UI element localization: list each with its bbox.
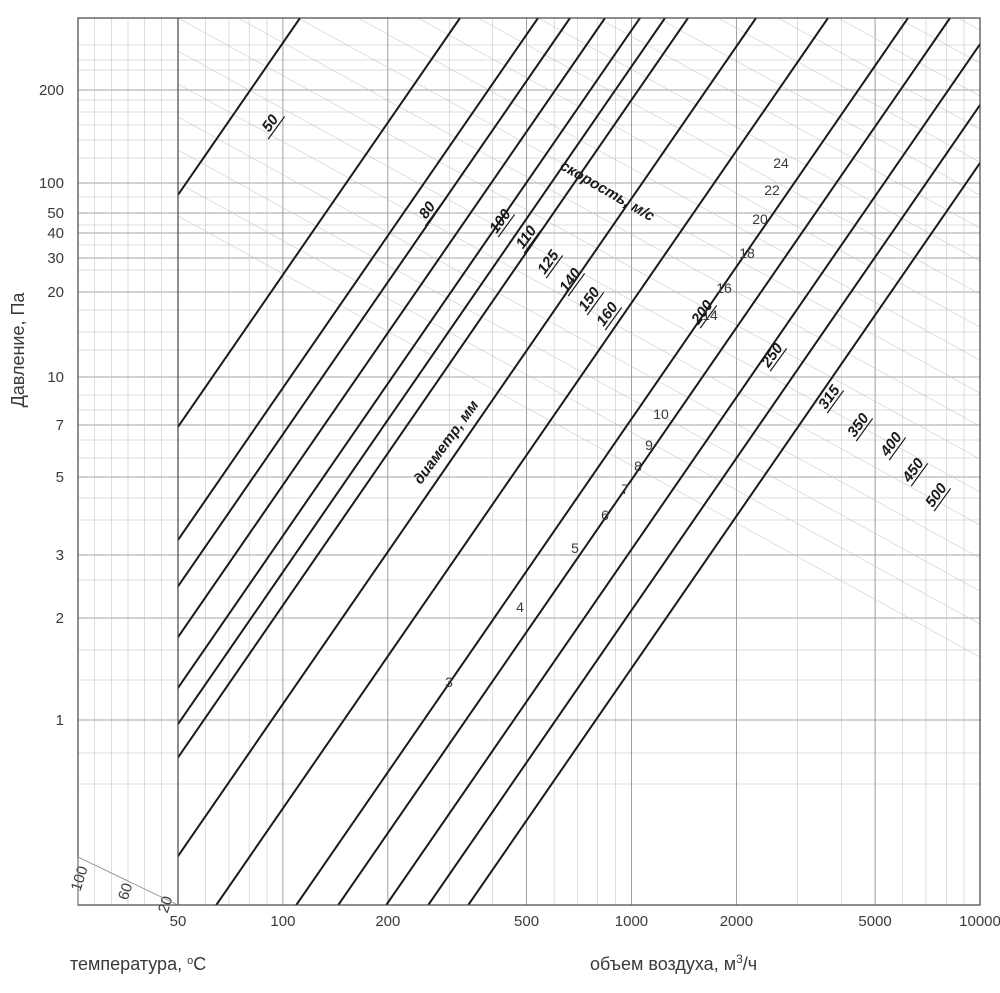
speed-label: 16 xyxy=(716,280,732,296)
speed-label: 14 xyxy=(702,307,718,323)
y-tick: 7 xyxy=(56,417,64,434)
y-tick: 50 xyxy=(47,205,64,222)
speed-label: 9 xyxy=(645,437,653,453)
speed-label: 24 xyxy=(773,155,789,171)
x-axis-label: объем воздуха, м3/ч xyxy=(590,952,757,974)
x-tick: 500 xyxy=(514,913,539,930)
speed-label: 8 xyxy=(634,458,642,474)
temp-axis-label: температура, oC xyxy=(70,954,206,974)
speed-label: 6 xyxy=(601,507,609,523)
speed-label: 22 xyxy=(764,182,780,198)
y-tick: 1 xyxy=(56,712,64,729)
y-tick: 20 xyxy=(47,284,64,301)
y-tick: 5 xyxy=(56,469,64,486)
x-tick: 10000 xyxy=(959,913,1000,930)
y-tick: 40 xyxy=(47,225,64,242)
x-tick: 50 xyxy=(170,913,187,930)
y-tick: 2 xyxy=(56,610,64,627)
chart-svg: 50 100 200 500 1000 2000 5000 10000 200 100 50 40 30… xyxy=(0,0,1000,993)
x-tick: 100 xyxy=(270,913,295,930)
y-tick: 200 xyxy=(39,82,64,99)
y-tick: 3 xyxy=(56,547,64,564)
speed-label: 5 xyxy=(571,540,579,556)
x-tick: 200 xyxy=(375,913,400,930)
speed-label: 3 xyxy=(445,674,453,690)
x-tick: 2000 xyxy=(720,913,753,930)
speed-label: 4 xyxy=(516,599,524,615)
nomograph-chart: 50 100 200 500 1000 2000 5000 10000 200 100 50 40 30… xyxy=(0,0,1000,993)
y-tick: 30 xyxy=(47,250,64,267)
x-tick: 1000 xyxy=(615,913,648,930)
speed-label: 20 xyxy=(752,211,768,227)
speed-label: 18 xyxy=(739,245,755,261)
y-axis-label: Давление, Па xyxy=(8,292,28,408)
speed-label: 7 xyxy=(621,481,629,497)
speed-label: 10 xyxy=(653,406,669,422)
y-tick: 100 xyxy=(39,175,64,192)
x-tick: 5000 xyxy=(858,913,891,930)
y-tick: 10 xyxy=(47,369,64,386)
